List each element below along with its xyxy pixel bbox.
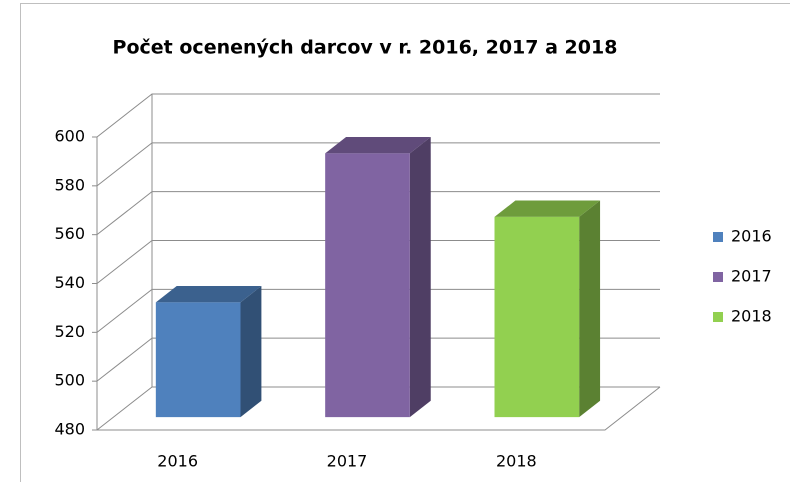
x-tick-label: 2016 <box>157 452 198 471</box>
x-tick-label: 2017 <box>327 452 368 471</box>
chart-title: Počet ocenených darcov v r. 2016, 2017 a… <box>113 37 618 59</box>
bar-side <box>240 286 262 418</box>
x-tick-label: 2018 <box>496 452 537 471</box>
chart-frame <box>20 3 790 482</box>
grid-line <box>96 288 660 333</box>
legend-label: 2017 <box>731 267 772 286</box>
bar <box>325 153 410 418</box>
y-tick-label: 540 <box>54 273 85 292</box>
grid-line <box>96 240 660 284</box>
y-tick-label: 600 <box>54 127 85 146</box>
legend-swatch <box>713 312 723 322</box>
legend-label: 2018 <box>731 307 772 326</box>
y-tick-label: 480 <box>54 420 85 439</box>
y-tick-label: 520 <box>54 322 85 341</box>
grid-line <box>96 191 660 236</box>
y-tick-label: 580 <box>54 175 85 194</box>
grid-line <box>96 337 660 382</box>
grid-line <box>96 93 660 138</box>
legend-swatch <box>713 272 723 282</box>
legend-label: 2016 <box>731 227 772 246</box>
bar-side <box>579 200 601 418</box>
bar <box>155 302 241 418</box>
bar-top <box>155 286 262 303</box>
y-tick-label: 560 <box>54 224 85 243</box>
bar-top <box>325 137 431 154</box>
y-tick-label: 500 <box>54 371 85 390</box>
grid-line <box>96 386 660 431</box>
grid-line <box>96 142 660 187</box>
bar-side <box>409 137 431 418</box>
bar-top <box>494 200 601 217</box>
bar <box>494 216 580 418</box>
legend-swatch <box>713 232 723 242</box>
floor <box>97 386 661 431</box>
